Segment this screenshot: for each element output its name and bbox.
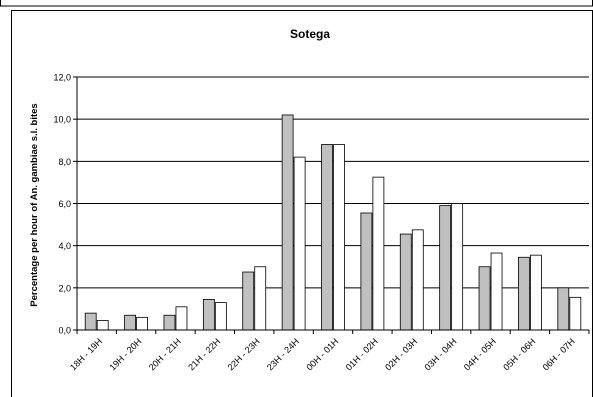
y-tick-label: 10,0 [53, 115, 71, 125]
x-tick-labels: 18H - 19H 19H - 20H 20H - 21H 21H - 22H 22H … [68, 336, 577, 372]
y-axis-label: Percentage per hour of An. gambiae s.l. … [29, 103, 40, 306]
y-tick-label: 8,0 [58, 157, 71, 167]
bars [84, 114, 582, 331]
bar-series2-9 [451, 203, 464, 331]
gridlines [73, 76, 589, 331]
x-tick-label: 20H - 21H [147, 336, 183, 372]
y-tick-label: 0,0 [58, 326, 71, 336]
bar-series2-7 [372, 176, 385, 331]
bar-series2-10 [490, 252, 503, 331]
x-tick-label: 22H - 23H [226, 336, 262, 372]
outer-frame-top [0, 0, 593, 7]
bar-series1-6 [321, 144, 333, 331]
y-tick-label: 6,0 [58, 199, 71, 209]
chart-title: Sotega [290, 27, 330, 41]
bar-series1-11 [518, 256, 530, 331]
x-tick-label: 18H - 19H [68, 336, 104, 372]
y-tick-labels: 0,0 2,0 4,0 6,0 8,0 10,0 12,0 [53, 73, 71, 336]
axes [76, 77, 590, 334]
bar-series1-7 [360, 212, 373, 331]
bar-series1-12 [557, 287, 570, 331]
x-tick-label: 00H - 01H [304, 336, 340, 372]
y-tick-label: 2,0 [58, 283, 71, 293]
x-tick-label: 01H - 02H [344, 336, 380, 372]
x-tick-label: 05H - 06H [501, 336, 537, 372]
x-tick-label: 04H - 05H [462, 336, 498, 372]
bar-series2-6 [333, 144, 345, 331]
bar-series2-3 [214, 302, 227, 331]
bar-series2-5 [293, 156, 306, 331]
x-tick-label: 21H - 22H [186, 336, 222, 372]
bar-series1-9 [439, 205, 452, 331]
bar-series2-8 [411, 229, 424, 331]
bar-series1-4 [242, 271, 255, 331]
bar-series2-4 [254, 266, 267, 331]
bar-series2-12 [569, 296, 582, 331]
x-tick-label: 02H - 03H [383, 336, 419, 372]
x-tick-label: 23H - 24H [265, 336, 301, 372]
bar-series1-2 [163, 314, 176, 331]
bar-series2-11 [530, 254, 542, 331]
y-tick-label: 4,0 [58, 241, 71, 251]
y-tick-label: 12,0 [53, 73, 71, 83]
bar-series1-3 [202, 299, 215, 331]
bar-series1-5 [281, 114, 294, 331]
bar-series2-1 [136, 316, 148, 331]
x-tick-label: 06H - 07H [541, 336, 577, 372]
bar-series1-8 [399, 233, 412, 331]
x-tick-label: 03H - 04H [422, 336, 458, 372]
x-tick-label: 19H - 20H [107, 336, 143, 372]
bar-series2-0 [96, 320, 109, 331]
bar-series1-0 [84, 312, 97, 331]
bar-series1-10 [478, 266, 491, 331]
bar-series1-1 [124, 314, 136, 331]
bar-series2-2 [175, 306, 188, 331]
